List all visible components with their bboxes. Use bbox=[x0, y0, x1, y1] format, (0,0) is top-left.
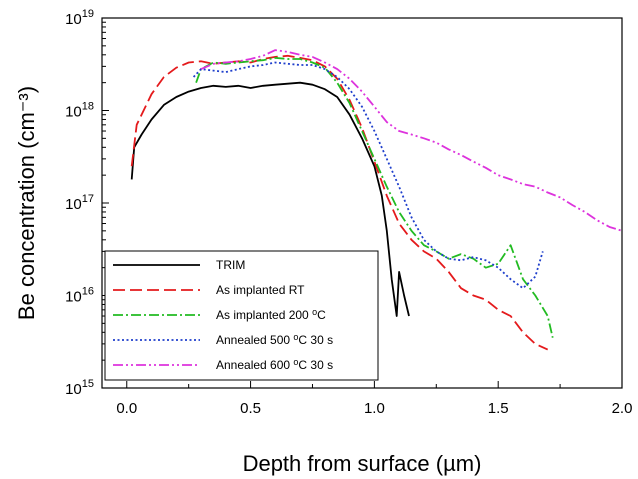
legend-label: As implanted RT bbox=[216, 283, 305, 297]
y-tick-label: 1016 bbox=[65, 286, 94, 306]
y-tick-label: 1015 bbox=[65, 378, 94, 398]
y-tick-label: 1019 bbox=[65, 8, 94, 28]
series-line bbox=[130, 81, 410, 317]
x-axis-ticks: 0.0 0.5 1.0 1.5 2.0 bbox=[116, 381, 632, 417]
series-group bbox=[130, 49, 622, 351]
series-line bbox=[130, 54, 549, 351]
legend-label: Annealed 600 oC 30 s bbox=[216, 357, 333, 372]
y-axis-label: Be concentration (cm⁻³) bbox=[14, 86, 39, 320]
x-tick-label: 0.5 bbox=[240, 400, 261, 417]
x-tick-label: 1.5 bbox=[488, 400, 509, 417]
x-axis-label: Depth from surface (µm) bbox=[243, 451, 482, 476]
legend-label: As implanted 200 oC bbox=[216, 307, 326, 322]
y-tick-label: 1017 bbox=[65, 193, 94, 213]
x-tick-label: 2.0 bbox=[612, 400, 633, 417]
legend-label: TRIM bbox=[216, 258, 245, 272]
y-tick-label: 1018 bbox=[65, 101, 94, 121]
legend-label: Annealed 500 oC 30 s bbox=[216, 332, 333, 347]
x-tick-label: 0.0 bbox=[116, 400, 137, 417]
series-line bbox=[200, 49, 622, 232]
x-tick-label: 1.0 bbox=[364, 400, 385, 417]
legend-items: TRIM As implanted RT As implanted 200 oC An… bbox=[113, 258, 333, 372]
legend: TRIM As implanted RT As implanted 200 oC An… bbox=[104, 250, 379, 381]
series-line bbox=[192, 61, 544, 290]
